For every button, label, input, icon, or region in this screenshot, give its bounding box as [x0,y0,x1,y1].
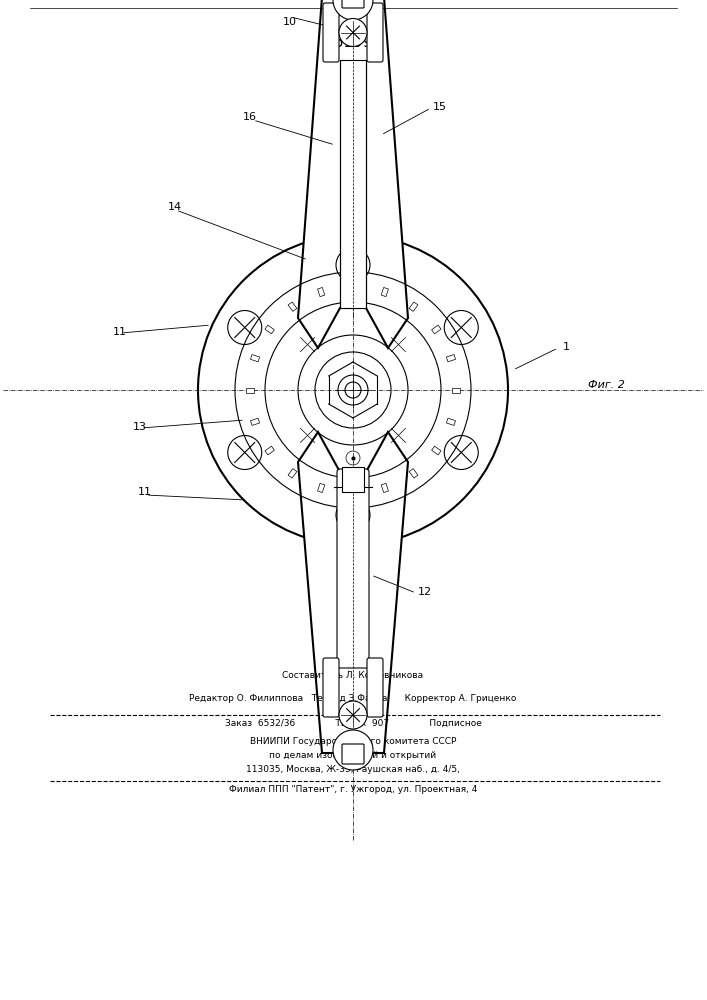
Polygon shape [351,283,356,291]
Text: 16: 16 [243,112,257,122]
Polygon shape [317,483,325,493]
Polygon shape [288,302,297,311]
Text: Редактор О. Филиппова   Техред З.Фанта      Корректор А. Гриценко: Редактор О. Филиппова Техред З.Фанта Кор… [189,694,517,703]
FancyBboxPatch shape [342,467,364,492]
Polygon shape [288,469,297,478]
FancyBboxPatch shape [367,658,383,717]
Polygon shape [298,432,408,753]
Circle shape [333,0,373,20]
Text: ВНИИПИ Государственного комитета СССР: ВНИИПИ Государственного комитета СССР [250,737,456,746]
FancyBboxPatch shape [367,3,383,62]
Text: Филиал ППП "Патент", г. Ужгород, ул. Проектная, 4: Филиал ППП "Патент", г. Ужгород, ул. Про… [229,785,477,794]
Text: Фиг. 2: Фиг. 2 [588,380,625,390]
Circle shape [333,730,373,770]
Polygon shape [431,325,441,334]
Text: 11: 11 [138,487,152,497]
FancyBboxPatch shape [340,60,366,308]
Polygon shape [381,287,388,297]
Text: 14: 14 [168,202,182,212]
Polygon shape [317,287,325,297]
Text: 1: 1 [563,342,570,352]
Polygon shape [446,355,455,362]
Circle shape [339,18,367,46]
Text: Составитель Л. Кожевникова: Составитель Л. Кожевникова [282,671,423,680]
FancyBboxPatch shape [342,0,364,8]
Text: 10: 10 [283,17,297,27]
Text: 12: 12 [418,587,432,597]
Text: 113035, Москва, Ж-35, Раушская наб., д. 4/5,: 113035, Москва, Ж-35, Раушская наб., д. … [246,765,460,774]
Text: Заказ  6532/36              Тираж  907              Подписное: Заказ 6532/36 Тираж 907 Подписное [225,719,481,728]
FancyBboxPatch shape [342,744,364,764]
FancyBboxPatch shape [323,658,339,717]
Polygon shape [409,469,418,478]
Polygon shape [298,0,408,348]
Polygon shape [351,489,356,497]
Text: по делам изобретений и открытий: по делам изобретений и открытий [269,751,436,760]
Polygon shape [452,387,460,392]
Polygon shape [265,446,274,455]
Polygon shape [431,446,441,455]
Polygon shape [381,483,388,493]
Text: 861994: 861994 [324,35,382,50]
Polygon shape [250,418,259,425]
Text: 13: 13 [133,422,147,432]
FancyBboxPatch shape [337,469,369,668]
Circle shape [339,701,367,729]
Polygon shape [246,387,254,392]
Polygon shape [265,325,274,334]
Text: 11: 11 [113,327,127,337]
Polygon shape [250,355,259,362]
Polygon shape [409,302,418,311]
Text: 15: 15 [433,102,447,112]
Polygon shape [446,418,455,425]
FancyBboxPatch shape [323,3,339,62]
